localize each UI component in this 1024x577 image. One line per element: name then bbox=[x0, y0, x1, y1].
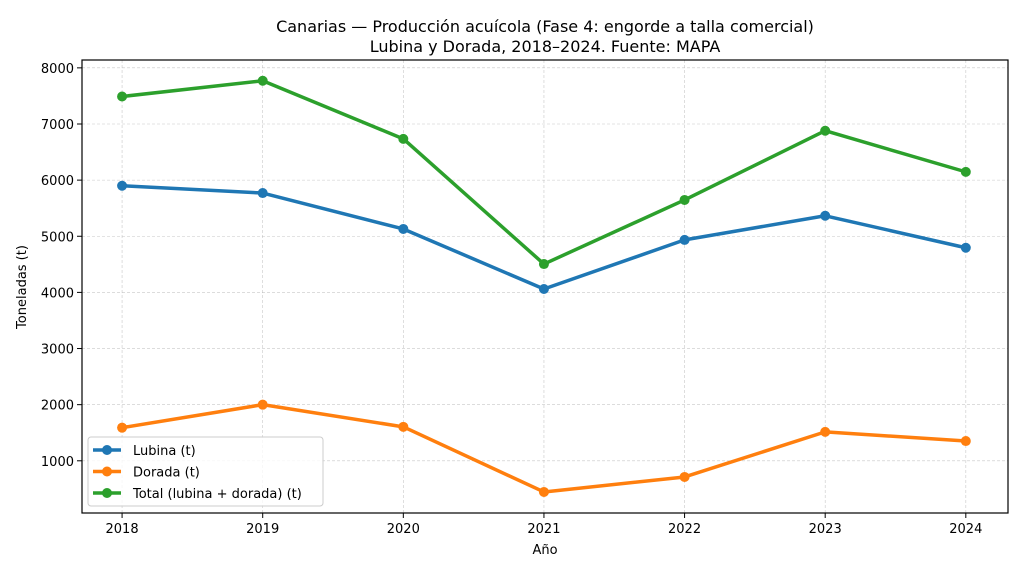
data-point bbox=[679, 194, 690, 205]
legend-marker bbox=[102, 466, 112, 477]
series-lines bbox=[117, 75, 971, 497]
legend-label: Total (lubina + dorada) (t) bbox=[132, 487, 302, 502]
data-point bbox=[398, 223, 409, 234]
data-point bbox=[960, 436, 971, 447]
data-point bbox=[538, 259, 549, 270]
x-tick-label: 2023 bbox=[809, 522, 842, 537]
y-tick-label: 5000 bbox=[41, 230, 74, 245]
data-point bbox=[679, 234, 690, 245]
x-tick-label: 2020 bbox=[387, 522, 420, 537]
data-point bbox=[257, 188, 268, 199]
plot-frame bbox=[81, 59, 1009, 514]
legend: Lubina (t) Dorada (t) Total (lubina + dora… bbox=[87, 436, 324, 507]
x-tick-label: 2021 bbox=[527, 522, 560, 537]
data-point bbox=[398, 421, 409, 432]
x-axis-ticks: 2018 2019 2020 2021 2022 2023 2024 bbox=[106, 513, 982, 537]
x-axis-label: Año bbox=[532, 543, 557, 558]
chart-subtitle: Lubina y Dorada, 2018–2024. Fuente: MAPA bbox=[370, 37, 721, 56]
x-tick-label: 2019 bbox=[246, 522, 279, 537]
data-point bbox=[117, 422, 128, 433]
y-tick-label: 6000 bbox=[41, 174, 74, 189]
y-tick-label: 3000 bbox=[41, 343, 74, 358]
data-point bbox=[257, 75, 268, 86]
data-point bbox=[538, 486, 549, 497]
x-tick-label: 2018 bbox=[106, 522, 139, 537]
data-point bbox=[820, 125, 831, 136]
legend-label: Lubina (t) bbox=[133, 444, 196, 459]
y-tick-label: 1000 bbox=[41, 455, 74, 470]
x-tick-label: 2024 bbox=[949, 522, 982, 537]
series-0 bbox=[117, 180, 971, 295]
y-tick-label: 4000 bbox=[41, 286, 74, 301]
data-point bbox=[679, 471, 690, 482]
y-axis-label: Toneladas (t) bbox=[15, 245, 30, 330]
y-tick-label: 2000 bbox=[41, 399, 74, 414]
data-point bbox=[538, 284, 549, 295]
y-tick-label: 8000 bbox=[41, 62, 74, 77]
data-point bbox=[820, 210, 831, 221]
y-tick-label: 7000 bbox=[41, 118, 74, 133]
chart-title: Canarias — Producción acuícola (Fase 4: … bbox=[276, 17, 814, 36]
data-point bbox=[117, 180, 128, 191]
legend-marker bbox=[102, 488, 112, 498]
x-tick-label: 2022 bbox=[668, 522, 701, 537]
data-point bbox=[398, 133, 409, 144]
data-point bbox=[257, 399, 268, 410]
legend-box bbox=[87, 436, 324, 507]
series-2 bbox=[117, 75, 971, 270]
data-point bbox=[960, 242, 971, 253]
data-point bbox=[117, 91, 128, 102]
legend-label: Dorada (t) bbox=[133, 466, 200, 481]
series-1 bbox=[117, 399, 971, 497]
data-point bbox=[820, 426, 831, 437]
y-axis-ticks: 1000 2000 3000 4000 5000 6000 7000 8000 bbox=[41, 62, 82, 470]
data-point bbox=[960, 166, 971, 177]
legend-marker bbox=[102, 445, 112, 455]
